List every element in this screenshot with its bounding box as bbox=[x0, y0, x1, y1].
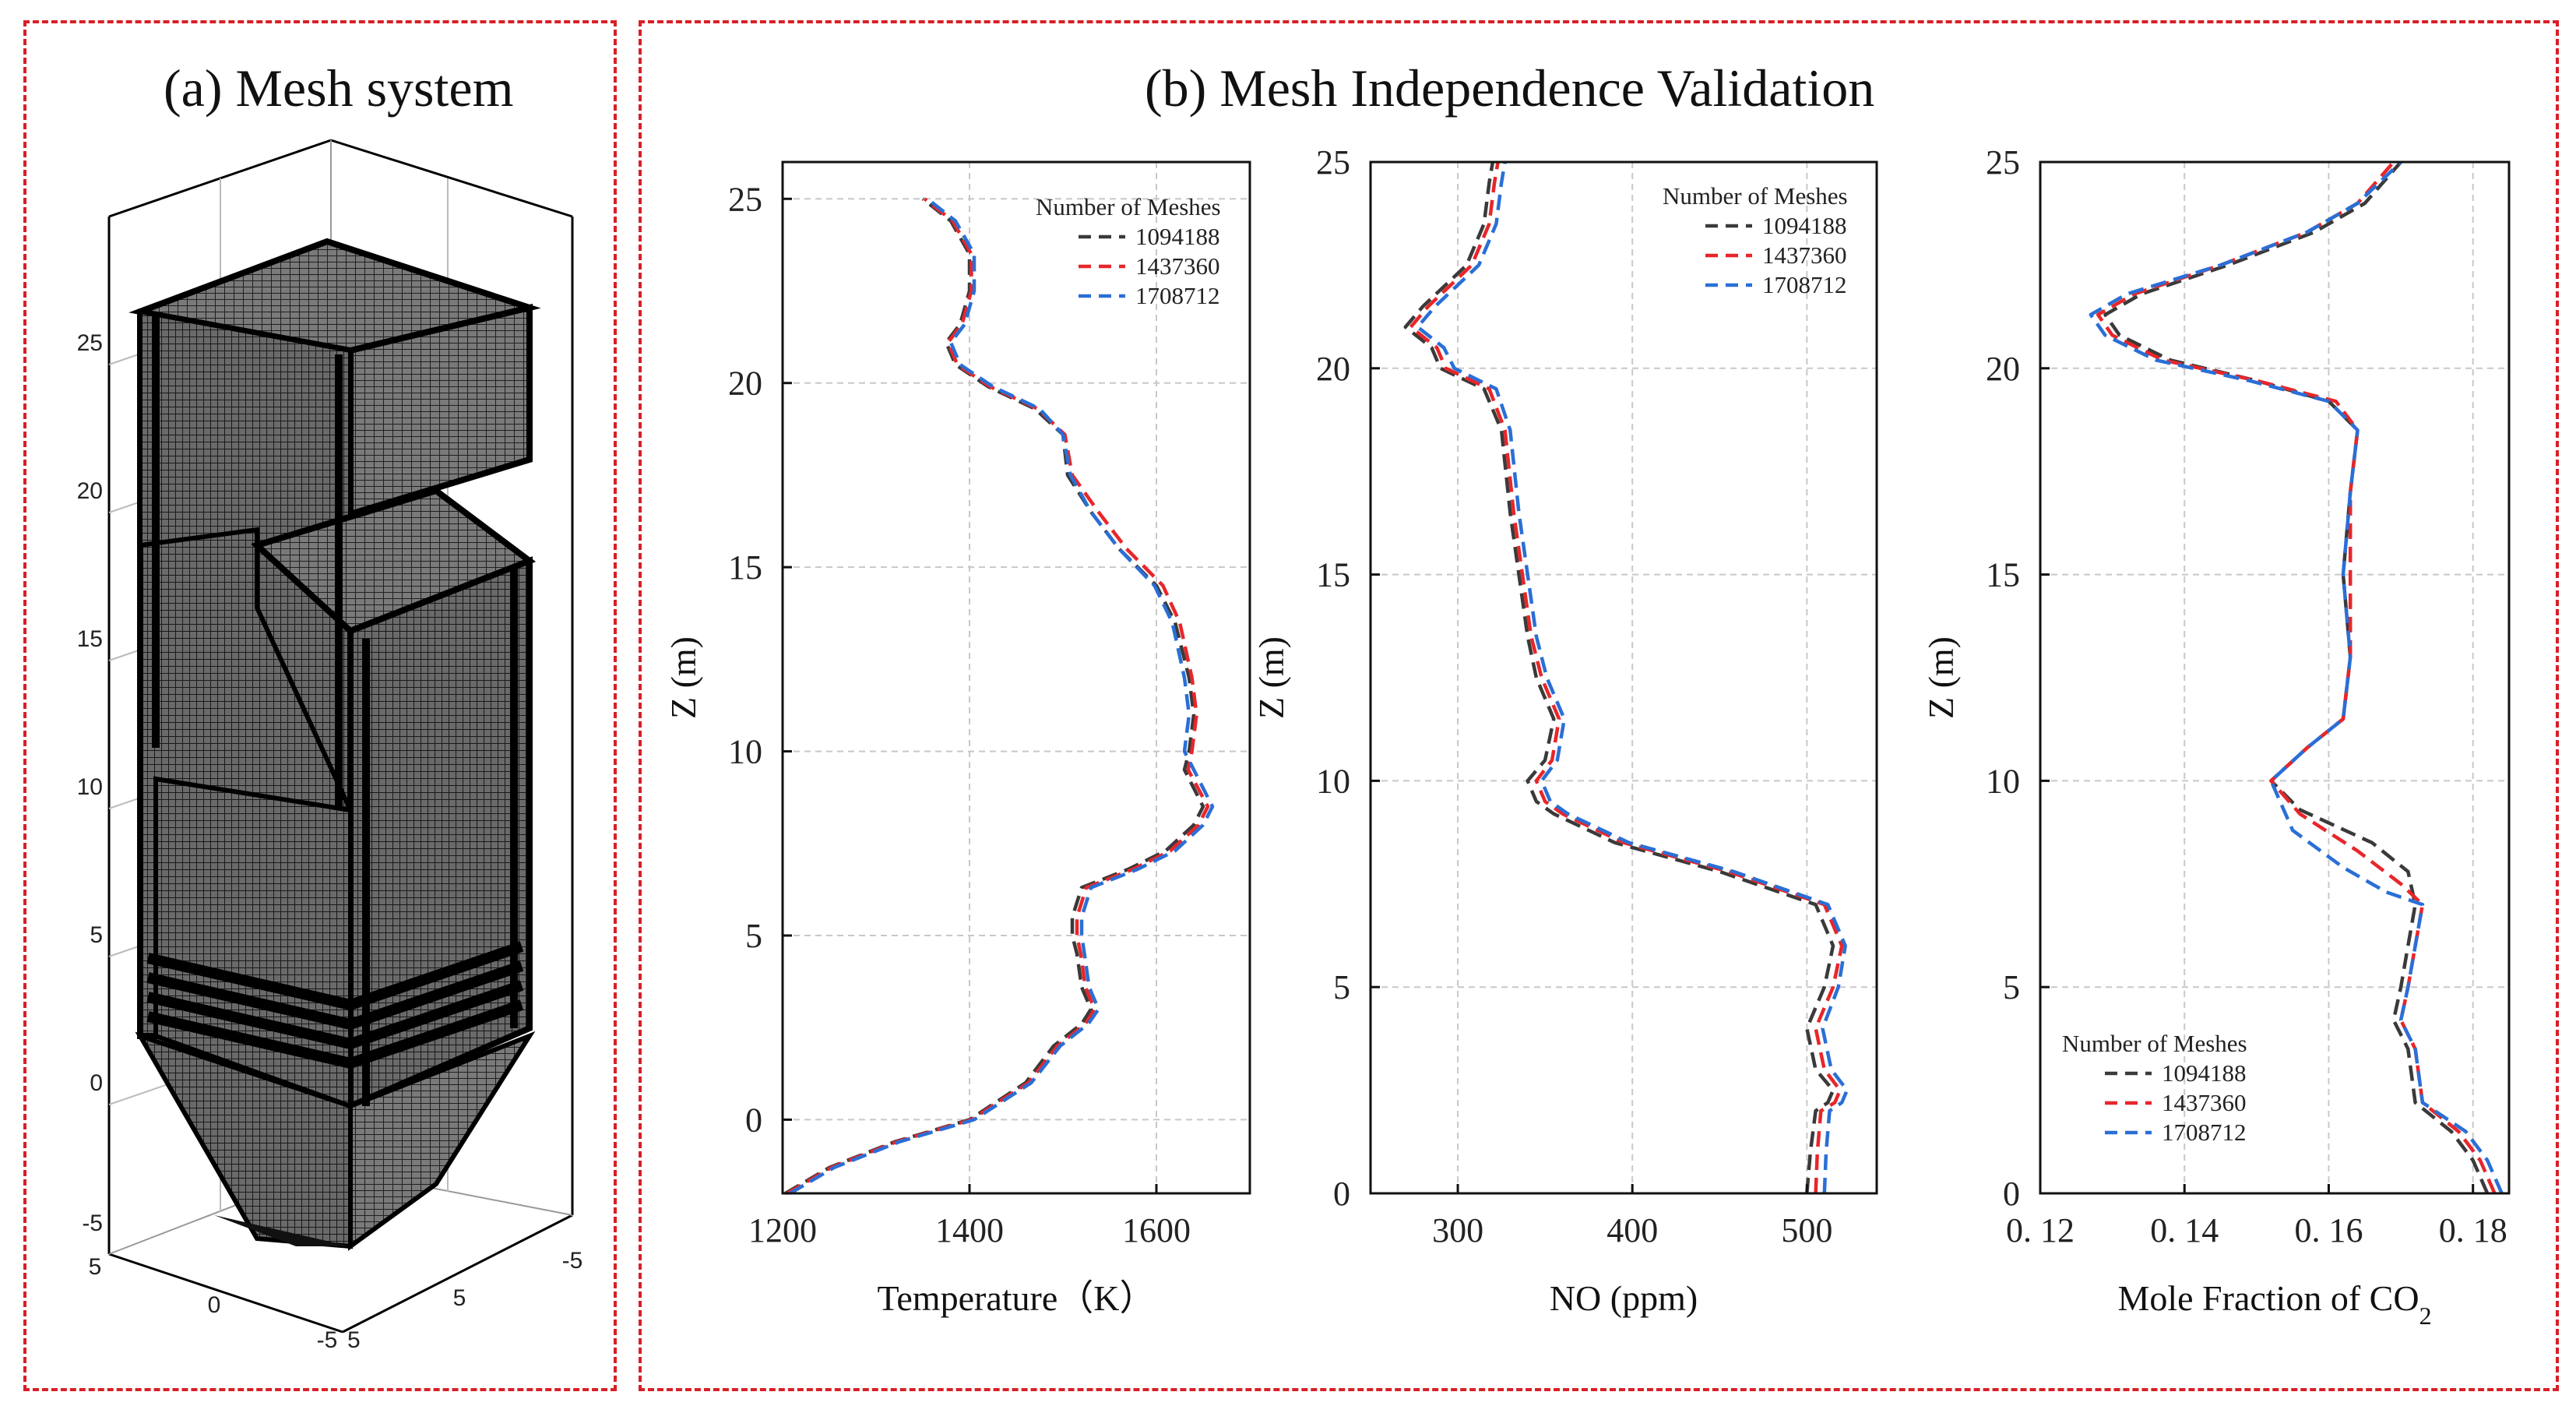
plot-frame bbox=[781, 160, 1251, 1195]
svg-text:-5: -5 bbox=[562, 1248, 583, 1274]
y-tick-label: 0 bbox=[745, 1101, 762, 1139]
plot-frame bbox=[2039, 160, 2511, 1195]
legend-title: Number of Meshes bbox=[1663, 182, 1848, 210]
svg-text:0: 0 bbox=[208, 1292, 221, 1318]
series-line-1437360 bbox=[1409, 161, 1844, 1194]
y-tick-label: 5 bbox=[2003, 968, 2020, 1006]
y-tick-label: 25 bbox=[1316, 143, 1350, 181]
x-axis-label: NO (ppm) bbox=[1550, 1278, 1698, 1318]
y-tick-label: 10 bbox=[1986, 762, 2020, 800]
legend-entry: 1437360 bbox=[2162, 1089, 2247, 1116]
y-axis-label: Z (m) bbox=[663, 636, 703, 719]
svg-text:15: 15 bbox=[77, 626, 103, 652]
y-axis-label: Z (m) bbox=[1921, 636, 1961, 719]
x-tick-label: 0. 12 bbox=[2006, 1211, 2075, 1249]
svg-text:5: 5 bbox=[90, 922, 103, 948]
mesh-system-title: (a) Mesh system bbox=[164, 58, 514, 118]
svg-text:25: 25 bbox=[77, 330, 103, 356]
series-line-1094188 bbox=[784, 197, 1205, 1195]
svg-text:5: 5 bbox=[453, 1285, 466, 1311]
x-tick-label: 0. 16 bbox=[2294, 1211, 2363, 1249]
svg-text:-5: -5 bbox=[317, 1327, 338, 1353]
legend-title: Number of Meshes bbox=[2062, 1030, 2247, 1057]
legend-entry: 1708712 bbox=[1762, 271, 1847, 298]
mesh-xy-ticks: 5 0 -5 5 5 -5 bbox=[89, 1248, 583, 1353]
mesh-validation-panel bbox=[639, 20, 2559, 1391]
x-axis-label: Mole Fraction of CO2 bbox=[2117, 1278, 2431, 1330]
legend-entry: 1094188 bbox=[1762, 212, 1847, 239]
y-tick-label: 5 bbox=[745, 917, 762, 955]
svg-text:5: 5 bbox=[89, 1254, 102, 1280]
x-axis-label-subscript: 2 bbox=[2419, 1302, 2432, 1330]
x-axis-label: Temperature（K） bbox=[878, 1278, 1156, 1318]
x-tick-label: 300 bbox=[1432, 1211, 1483, 1249]
legend-entry: 1437360 bbox=[1135, 252, 1220, 280]
legend-title: Number of Meshes bbox=[1036, 193, 1221, 220]
legend-entry: 1437360 bbox=[1762, 241, 1847, 269]
x-tick-label: 1600 bbox=[1122, 1211, 1191, 1249]
y-tick-label: 10 bbox=[728, 733, 762, 771]
y-tick-label: 25 bbox=[1986, 143, 2020, 181]
mesh-validation-title: (b) Mesh Independence Validation bbox=[1145, 58, 1875, 118]
legend-entry: 1708712 bbox=[2162, 1119, 2247, 1146]
y-tick-label: 15 bbox=[1316, 556, 1350, 594]
plot-frame bbox=[1369, 160, 1878, 1195]
y-tick-label: 20 bbox=[1316, 350, 1350, 388]
y-tick-label: 5 bbox=[1333, 968, 1350, 1006]
y-tick-label: 20 bbox=[1986, 350, 2020, 388]
y-tick-label: 25 bbox=[728, 180, 762, 218]
x-tick-label: 0. 14 bbox=[2150, 1211, 2219, 1249]
legend-entry: 1094188 bbox=[1135, 223, 1220, 250]
legend-entry: 1708712 bbox=[1135, 282, 1220, 309]
y-tick-label: 0 bbox=[1333, 1175, 1350, 1213]
furnace-mesh bbox=[128, 238, 541, 1251]
series-line-1708712 bbox=[2089, 160, 2504, 1194]
x-tick-label: 400 bbox=[1606, 1211, 1658, 1249]
y-tick-label: 15 bbox=[1986, 556, 2020, 594]
svg-text:5: 5 bbox=[347, 1327, 361, 1353]
series-line-1437360 bbox=[786, 197, 1210, 1195]
mesh-system-panel bbox=[23, 20, 617, 1391]
x-tick-label: 1400 bbox=[935, 1211, 1004, 1249]
y-tick-label: 0 bbox=[2003, 1175, 2020, 1213]
y-axis-label: Z (m) bbox=[1251, 636, 1291, 719]
x-tick-label: 500 bbox=[1781, 1211, 1832, 1249]
svg-text:20: 20 bbox=[77, 478, 103, 504]
y-tick-label: 10 bbox=[1316, 762, 1350, 800]
x-tick-label: 0. 18 bbox=[2439, 1211, 2507, 1249]
series-line-1094188 bbox=[1403, 161, 1835, 1194]
series-line-1708712 bbox=[789, 197, 1215, 1195]
mesh-z-ticks: 25 20 15 10 5 0 -5 bbox=[77, 330, 103, 1236]
y-tick-label: 15 bbox=[728, 548, 762, 587]
series-line-1708712 bbox=[1416, 161, 1849, 1194]
y-tick-label: 20 bbox=[728, 365, 762, 403]
legend-entry: 1094188 bbox=[2162, 1059, 2247, 1087]
svg-text:0: 0 bbox=[90, 1070, 103, 1096]
x-tick-label: 1200 bbox=[748, 1211, 817, 1249]
svg-text:-5: -5 bbox=[82, 1210, 103, 1236]
svg-text:10: 10 bbox=[77, 774, 103, 800]
